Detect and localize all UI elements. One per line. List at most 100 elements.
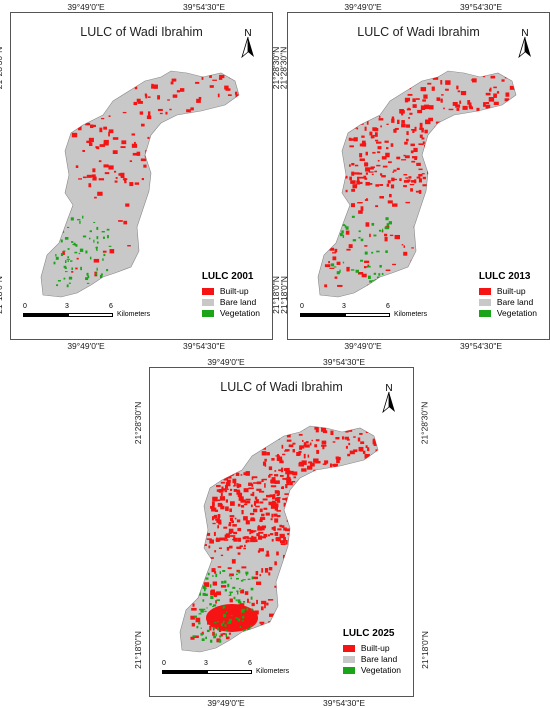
built-up-patch	[411, 247, 414, 249]
built-up-patch	[196, 98, 201, 103]
built-up-patch	[348, 115, 351, 120]
built-up-patch	[358, 181, 363, 185]
built-up-patch	[220, 505, 225, 510]
built-up-patch	[271, 457, 275, 461]
built-up-patch	[129, 182, 134, 187]
built-up-patch	[262, 461, 266, 466]
built-up-patch	[224, 85, 229, 90]
built-up-patch	[289, 518, 295, 523]
built-up-patch	[275, 455, 280, 457]
built-up-patch	[379, 466, 383, 469]
built-up-patch	[236, 628, 239, 631]
built-up-patch	[364, 260, 370, 263]
vegetation-patch	[344, 225, 347, 228]
legend: LULC 2001 Built-up Bare land Vegetation	[201, 271, 260, 319]
built-up-patch	[335, 193, 338, 197]
built-up-patch	[124, 180, 127, 184]
built-up-patch	[284, 468, 286, 471]
vegetation-patch	[242, 579, 246, 581]
built-up-patch	[360, 441, 365, 445]
scale-tick-0: 0	[300, 303, 304, 310]
vegetation-patch	[86, 282, 90, 284]
built-up-patch	[160, 173, 166, 177]
built-up-patch	[207, 613, 211, 617]
vegetation-patch	[210, 639, 213, 643]
built-up-patch	[196, 567, 202, 572]
lat-label-left-top: 21°28'30"N	[271, 46, 281, 90]
built-up-patch	[336, 206, 341, 210]
built-up-patch	[215, 537, 219, 541]
built-up-patch	[157, 143, 162, 149]
vegetation-patch	[340, 221, 343, 224]
built-up-patch	[391, 177, 395, 182]
built-up-patch	[505, 92, 510, 97]
legend-title: LULC 2001	[201, 271, 254, 282]
built-up-patch	[405, 124, 411, 128]
built-up-patch	[373, 127, 379, 132]
built-up-patch	[291, 480, 296, 483]
built-up-patch	[301, 460, 307, 465]
built-up-patch	[219, 489, 224, 493]
built-up-patch	[269, 494, 274, 498]
vegetation-patch	[96, 236, 99, 240]
built-up-patch	[271, 477, 276, 481]
built-up-patch	[384, 236, 388, 242]
vegetation-patch	[336, 271, 340, 275]
built-up-patch	[253, 637, 258, 639]
vegetation-patch	[238, 570, 241, 574]
vegetation-patch	[68, 282, 71, 284]
vegetation-patch	[55, 256, 59, 260]
vegetation-patch	[75, 244, 78, 247]
built-up-patch	[351, 188, 356, 192]
built-up-patch	[271, 538, 274, 542]
built-up-patch	[435, 147, 439, 153]
built-up-patch	[99, 144, 105, 147]
vegetation-patch	[63, 277, 66, 280]
built-up-patch	[227, 94, 232, 97]
built-up-patch	[298, 462, 301, 467]
built-up-patch	[404, 141, 408, 145]
built-up-patch	[401, 269, 406, 272]
built-up-patch	[143, 164, 147, 168]
built-up-patch	[170, 81, 174, 85]
vegetation-patch	[225, 633, 228, 637]
built-up-patch	[290, 513, 296, 518]
built-up-patch	[241, 619, 248, 624]
built-up-patch	[329, 463, 332, 468]
built-up-patch	[277, 454, 279, 456]
vegetation-patch	[95, 246, 98, 249]
built-up-patch	[408, 176, 412, 179]
built-up-patch	[229, 573, 234, 577]
built-up-patch	[218, 627, 222, 633]
built-up-patch	[279, 524, 283, 528]
built-up-patch	[274, 561, 277, 566]
built-up-patch	[321, 440, 327, 445]
built-up-patch	[412, 129, 415, 133]
vegetation-patch	[373, 272, 377, 275]
built-up-patch	[333, 463, 338, 468]
built-up-patch	[265, 428, 268, 433]
built-up-patch	[221, 471, 225, 473]
built-up-patch	[209, 539, 214, 544]
built-up-patch	[378, 118, 384, 121]
built-up-patch	[233, 531, 238, 535]
vegetation-patch	[358, 230, 361, 233]
built-up-patch	[219, 537, 225, 541]
built-up-patch	[228, 528, 234, 533]
built-up-patch	[416, 176, 421, 179]
built-up-patch	[286, 433, 291, 438]
built-up-patch	[232, 478, 237, 484]
built-up-patch	[410, 188, 413, 192]
built-up-patch	[373, 470, 378, 475]
built-up-patch	[191, 622, 195, 627]
built-up-patch	[341, 436, 344, 440]
vegetation-patch	[230, 615, 233, 617]
built-up-patch	[220, 481, 225, 484]
built-up-patch	[212, 478, 216, 483]
vegetation-patch	[198, 622, 201, 625]
built-up-patch	[253, 576, 258, 580]
built-up-patch	[456, 107, 460, 111]
vegetation-patch	[96, 267, 98, 271]
built-up-patch	[276, 510, 281, 512]
built-up-patch	[124, 89, 129, 91]
